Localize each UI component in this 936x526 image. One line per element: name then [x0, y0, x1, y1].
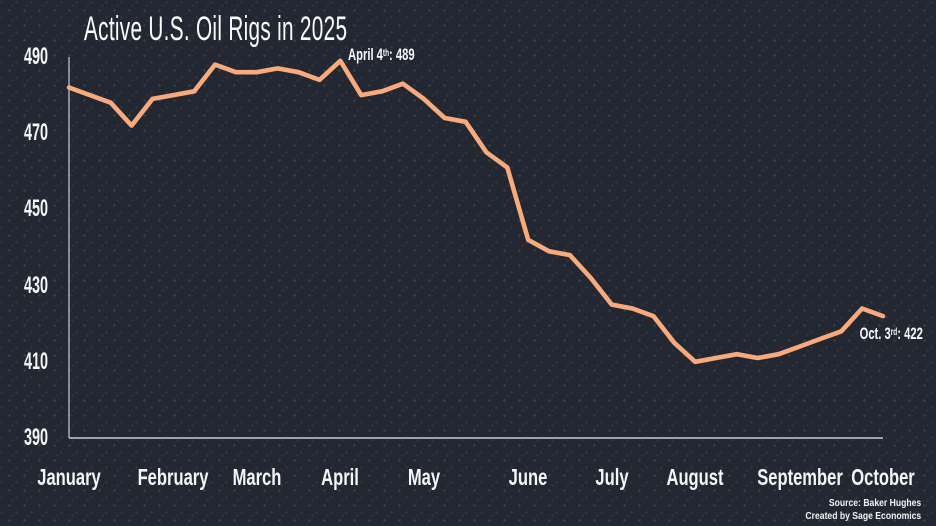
x-tick-label-january: January [37, 464, 101, 490]
x-tick-label-may: May [407, 464, 440, 490]
y-tick-label: 450 [23, 195, 48, 223]
x-tick-label-february: February [137, 464, 209, 490]
credit-label: Created by Sage Economics [805, 509, 921, 522]
y-tick-label: 470 [23, 119, 48, 147]
y-tick-label: 410 [23, 347, 48, 375]
y-tick-label: 430 [23, 271, 48, 299]
x-tick-label-march: March [232, 464, 282, 490]
x-tick-label-september: September [756, 464, 843, 490]
x-tick-label-june: June [508, 464, 548, 490]
x-tick-label-august: August [666, 464, 724, 490]
x-tick-label-july: July [595, 464, 629, 490]
chart-title: Active U.S. Oil Rigs in 2025 [84, 10, 348, 48]
peak-annotation: April 4th: 489 [348, 45, 415, 64]
source-label: Source: Baker Hughes [828, 497, 921, 509]
rig-count-line [66, 58, 886, 365]
y-tick-label: 490 [23, 43, 48, 70]
footer: Source: Baker Hughes Created by Sage Eco… [805, 497, 921, 522]
x-tick-label-october: October [851, 464, 915, 490]
latest-annotation: Oct. 3rd: 422 [859, 324, 923, 343]
x-tick-label-april: April [321, 464, 360, 490]
y-tick-label: 390 [23, 424, 48, 451]
